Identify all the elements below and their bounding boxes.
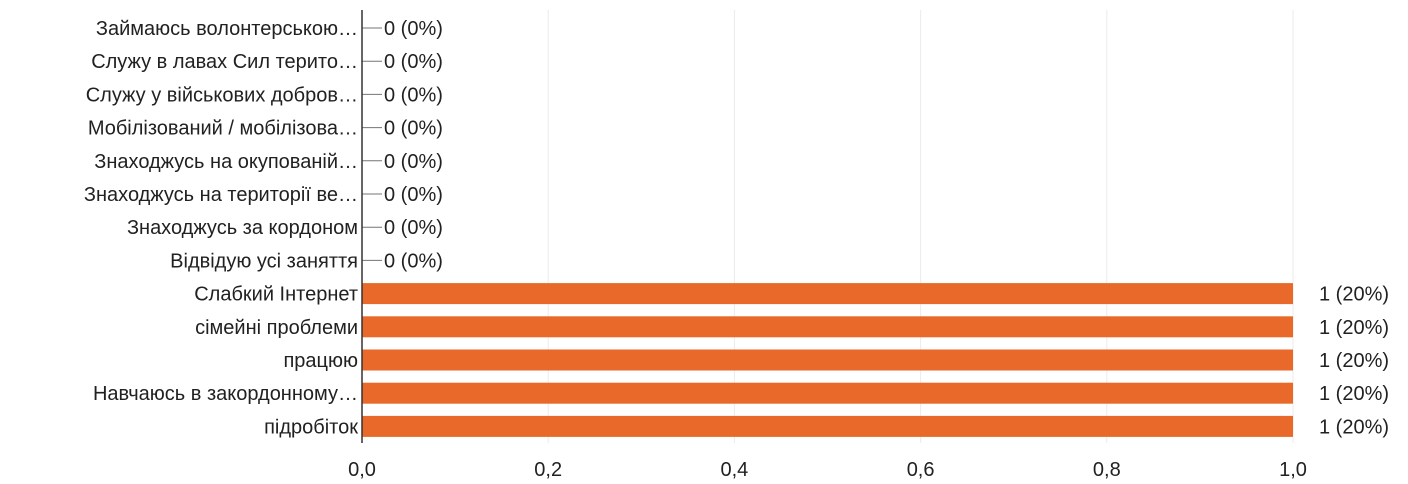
category-label: Слабкий Інтернет <box>194 284 358 306</box>
category-label: підробіток <box>264 416 358 438</box>
bar <box>362 382 1293 404</box>
x-tick-label: 0,8 <box>1093 459 1121 481</box>
value-label: 0 (0%) <box>384 51 443 73</box>
value-label: 0 (0%) <box>384 18 443 40</box>
category-label: Знаходжусь на території ве… <box>84 184 358 206</box>
value-label: 0 (0%) <box>384 84 443 106</box>
value-label: 0 (0%) <box>384 118 443 140</box>
value-label: 1 (20%) <box>1319 317 1389 339</box>
x-tick-label: 0,2 <box>534 459 562 481</box>
bars <box>362 27 1293 437</box>
bar <box>362 415 1293 437</box>
category-label: Займаюсь волонтерською… <box>96 18 358 40</box>
value-label: 0 (0%) <box>384 184 443 206</box>
x-tick-label: 0,0 <box>348 459 376 481</box>
category-label: працюю <box>283 350 358 372</box>
x-tick-label: 1,0 <box>1279 459 1307 481</box>
labels: 0,0 0,2 0,4 0,6 0,8 1,0 Займаюсь волонтерською… <box>84 18 1389 481</box>
value-label: 0 (0%) <box>384 151 443 173</box>
x-tick-label: 0,4 <box>720 459 748 481</box>
category-label: сімейні проблеми <box>195 317 358 339</box>
value-label: 0 (0%) <box>384 217 443 239</box>
category-label: Відвідую усі заняття <box>170 250 358 272</box>
value-label: 1 (20%) <box>1319 284 1389 306</box>
category-label: Служу у військових добров… <box>86 84 358 106</box>
category-label: Навчаюсь в закордонному… <box>93 383 358 405</box>
value-label: 0 (0%) <box>384 250 443 272</box>
bar <box>362 316 1293 338</box>
category-label: Знаходжусь за кордоном <box>127 217 358 239</box>
x-tick-label: 0,6 <box>907 459 935 481</box>
value-label: 1 (20%) <box>1319 416 1389 438</box>
value-label: 1 (20%) <box>1319 350 1389 372</box>
value-label: 1 (20%) <box>1319 383 1389 405</box>
category-label: Знаходжусь на окупованій… <box>94 151 358 173</box>
category-label: Служу в лавах Сил терито… <box>91 51 358 73</box>
grid-lines <box>547 10 1294 443</box>
bar <box>362 349 1293 371</box>
bar <box>362 283 1293 305</box>
category-label: Мобілізований / мобілізова… <box>88 118 358 140</box>
